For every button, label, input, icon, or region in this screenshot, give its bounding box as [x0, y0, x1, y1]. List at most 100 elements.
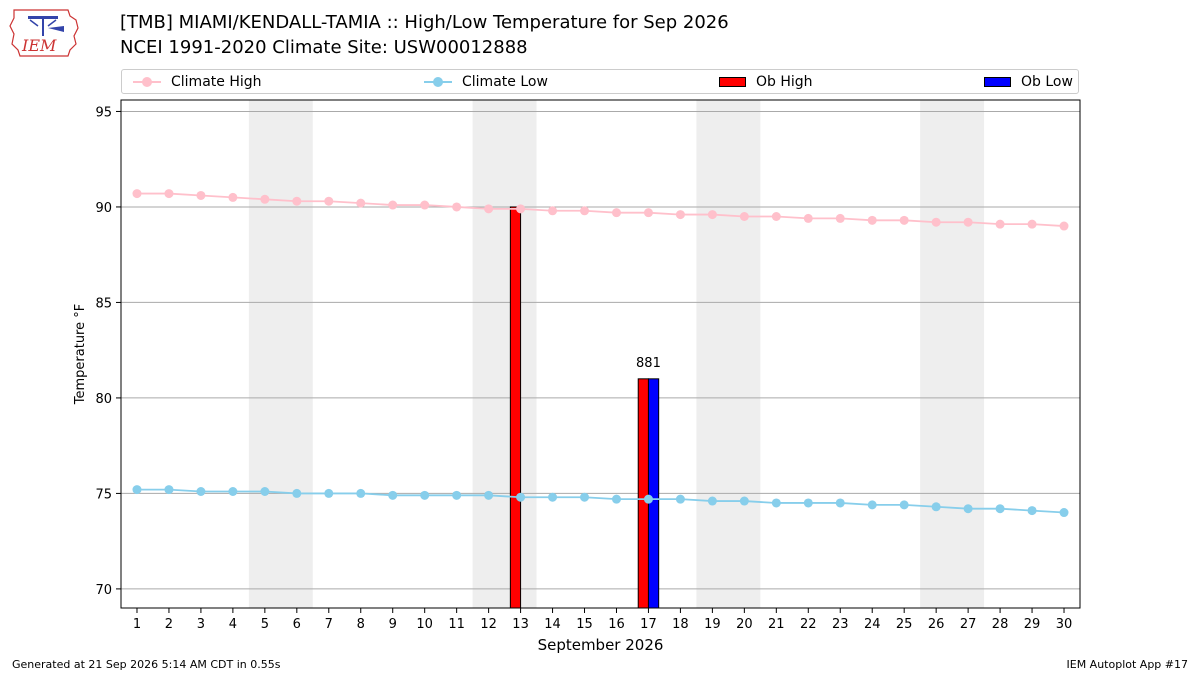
x-tick-label-28: 28	[992, 617, 1009, 632]
climate-low-point-20	[739, 496, 749, 506]
x-tick-label-30: 30	[1056, 617, 1073, 632]
x-tick-label-21: 21	[768, 617, 785, 632]
climate-low-point-14	[548, 492, 558, 502]
legend-item-ob-low: Ob Low	[984, 73, 1073, 91]
climate-low-point-26	[931, 502, 941, 512]
climate-high-point-20	[739, 211, 749, 221]
x-axis-label: September 2026	[538, 636, 664, 654]
x-tick-label-5: 5	[261, 617, 269, 632]
climate-high-point-10	[420, 200, 430, 210]
plot-frame	[120, 99, 1081, 609]
ob-low-bar-17	[647, 378, 660, 609]
bar-label-0: 881	[636, 356, 661, 371]
x-tick-label-25: 25	[896, 617, 913, 632]
ob-high-swatch	[719, 77, 746, 87]
climate-high-line	[136, 192, 1065, 227]
climate-low-point-11	[452, 490, 462, 500]
x-tick-label-3: 3	[197, 617, 205, 632]
weekend-band-2	[696, 100, 761, 608]
climate-low-point-25	[899, 500, 909, 510]
climate-low-point-19	[707, 496, 717, 506]
x-tick-label-9: 9	[389, 617, 397, 632]
x-tick-label-16: 16	[608, 617, 625, 632]
climate-low-point-7	[324, 488, 334, 498]
y-tick-label-80: 80	[95, 392, 112, 407]
climate-high-point-24	[867, 215, 877, 225]
climate-high-point-8	[356, 198, 366, 208]
chart-title: [TMB] MIAMI/KENDALL-TAMIA :: High/Low Te…	[120, 12, 729, 33]
climate-high-point-11	[452, 202, 462, 212]
climate-high-point-27	[963, 217, 973, 227]
climate-high-point-26	[931, 217, 941, 227]
iem-logo: IEM	[9, 9, 79, 57]
x-tick-label-12: 12	[480, 617, 497, 632]
climate-low-point-5	[260, 487, 270, 497]
climate-high-point-15	[580, 206, 590, 216]
x-tick-label-19: 19	[704, 617, 721, 632]
legend-item-ob-high: Ob High	[719, 73, 813, 91]
legend-item-climate-high: Climate High	[133, 73, 262, 91]
x-tick-label-22: 22	[800, 617, 817, 632]
climate-low-line	[136, 488, 1065, 514]
climate-high-point-2	[164, 189, 174, 199]
y-tick-label-95: 95	[95, 105, 112, 120]
app-note: IEM Autoplot App #17	[1066, 658, 1189, 671]
x-tick-label-27: 27	[960, 617, 977, 632]
ob-high-bar-17	[637, 378, 649, 609]
x-tick-label-4: 4	[229, 617, 237, 632]
legend-item-climate-low: Climate Low	[424, 73, 548, 91]
ob-high-bar-13	[509, 206, 522, 609]
x-tick-label-14: 14	[544, 617, 561, 632]
climate-low-point-3	[196, 487, 206, 497]
climate-low-point-17	[643, 494, 653, 504]
x-tick-label-13: 13	[512, 617, 529, 632]
climate-high-point-25	[899, 215, 909, 225]
generated-note: Generated at 21 Sep 2026 5:14 AM CDT in …	[12, 658, 281, 671]
climate-low-point-30	[1059, 508, 1069, 518]
climate-low-point-13	[516, 492, 526, 502]
climate-high-point-5	[260, 194, 270, 204]
x-tick-label-1: 1	[133, 617, 141, 632]
climate-low-point-9	[388, 490, 398, 500]
y-tick-label-75: 75	[95, 487, 112, 502]
climate-high-point-18	[675, 210, 685, 220]
climate-low-point-1	[132, 485, 142, 495]
logo-text: IEM	[21, 36, 57, 55]
climate-low-point-4	[228, 487, 238, 497]
x-tick-label-17: 17	[640, 617, 657, 632]
x-tick-label-8: 8	[357, 617, 365, 632]
y-axis-label: Temperature °F	[73, 304, 88, 405]
weekend-band-3	[920, 100, 985, 608]
climate-high-point-21	[771, 211, 781, 221]
climate-high-point-3	[196, 190, 206, 200]
climate-low-point-29	[1027, 506, 1037, 516]
x-tick-label-26: 26	[928, 617, 945, 632]
y-tick-label-90: 90	[95, 201, 112, 216]
climate-high-point-23	[835, 213, 845, 223]
x-tick-label-10: 10	[416, 617, 433, 632]
climate-high-point-16	[611, 208, 621, 218]
chart-legend: Climate High Climate Low Ob High Ob Low	[121, 69, 1079, 94]
x-tick-label-15: 15	[576, 617, 593, 632]
climate-low-point-22	[803, 498, 813, 508]
legend-label-ob-high: Ob High	[756, 74, 813, 90]
climate-low-point-18	[675, 494, 685, 504]
climate-low-point-28	[995, 504, 1005, 514]
y-tick-label-70: 70	[95, 583, 112, 598]
climate-high-point-12	[484, 204, 494, 214]
legend-label-climate-high: Climate High	[171, 74, 262, 90]
climate-low-point-10	[420, 490, 430, 500]
legend-label-climate-low: Climate Low	[462, 74, 548, 90]
x-tick-label-7: 7	[325, 617, 333, 632]
climate-high-point-9	[388, 200, 398, 210]
chart-subtitle: NCEI 1991-2020 Climate Site: USW00012888	[120, 37, 528, 58]
climate-low-point-23	[835, 498, 845, 508]
climate-high-point-1	[132, 189, 142, 199]
climate-high-point-19	[707, 210, 717, 220]
x-tick-label-20: 20	[736, 617, 753, 632]
x-tick-label-18: 18	[672, 617, 689, 632]
ob-low-swatch	[984, 77, 1011, 87]
climate-high-point-7	[324, 196, 334, 206]
climate-high-point-6	[292, 196, 302, 206]
